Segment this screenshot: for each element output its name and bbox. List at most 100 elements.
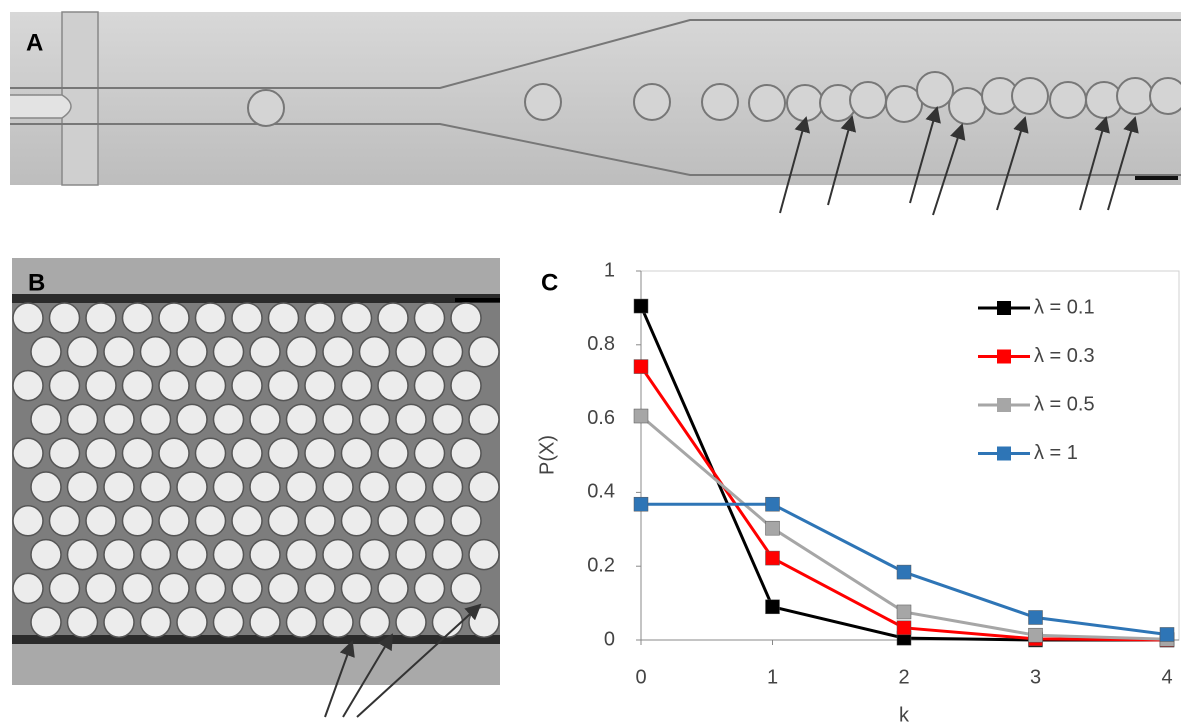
droplet [249, 538, 281, 571]
droplet [85, 302, 117, 334]
droplet [1011, 77, 1049, 115]
droplet [267, 302, 300, 334]
droplet [212, 403, 245, 436]
droplet [103, 471, 135, 503]
droplet [48, 302, 81, 334]
droplet [12, 437, 44, 469]
droplet [431, 538, 464, 571]
marker [1028, 627, 1043, 643]
droplet [12, 505, 44, 537]
droplet [30, 403, 62, 436]
arrows [324, 106, 1139, 718]
droplet [524, 83, 562, 121]
droplet [395, 538, 427, 571]
marker [1028, 610, 1043, 625]
droplet [413, 369, 446, 402]
droplet [249, 606, 281, 638]
marker [896, 564, 912, 580]
droplet [377, 505, 409, 537]
droplet [66, 538, 99, 571]
droplet [340, 572, 373, 605]
droplet [377, 302, 409, 334]
droplet [231, 369, 263, 402]
droplet [450, 505, 482, 537]
droplet [413, 505, 446, 537]
x-axis-label: k [899, 704, 910, 726]
droplet [377, 437, 409, 469]
droplet [121, 437, 154, 469]
x-tick-label: 0 [635, 666, 646, 688]
y-tick-label: 0.6 [587, 407, 615, 429]
droplet [340, 437, 373, 469]
legend-marker [997, 349, 1011, 364]
droplet [916, 71, 954, 109]
droplet [139, 403, 172, 436]
x-tick-label: 4 [1161, 666, 1172, 688]
droplets-b [12, 302, 500, 638]
droplet [158, 369, 190, 402]
marker [633, 359, 649, 374]
droplet [231, 437, 263, 469]
arrow [356, 603, 482, 718]
droplet [786, 84, 824, 122]
droplet [413, 302, 446, 334]
droplet [66, 403, 99, 436]
droplet [358, 538, 391, 571]
y-tick-label: 0.2 [587, 554, 615, 576]
droplet [468, 336, 500, 368]
arrow [827, 115, 857, 206]
plot-frame [640, 270, 1180, 641]
droplet [285, 538, 318, 571]
x-tick-label: 1 [767, 666, 778, 688]
droplet [285, 336, 318, 368]
droplet [139, 606, 172, 638]
droplet [85, 572, 117, 605]
droplet [158, 505, 190, 537]
legend-marker [997, 301, 1011, 315]
droplet [176, 403, 208, 436]
droplet [413, 437, 446, 469]
droplet [48, 369, 81, 402]
droplet [431, 336, 464, 368]
droplet [285, 403, 318, 436]
y-axis-label: P(X) [536, 435, 558, 475]
droplet [431, 606, 464, 638]
legend-label: λ = 0.3 [1034, 345, 1095, 367]
arrow [1079, 116, 1110, 211]
marker [896, 604, 912, 620]
y-tick-label: 1 [604, 259, 615, 281]
droplet [212, 336, 245, 368]
droplet [450, 369, 482, 402]
droplet [121, 369, 154, 402]
droplet [12, 572, 44, 605]
droplet [194, 505, 227, 537]
arrow [996, 116, 1029, 211]
droplet [48, 572, 81, 605]
droplet [267, 437, 300, 469]
droplet [633, 83, 671, 121]
droplet [450, 302, 482, 334]
droplet [231, 572, 263, 605]
droplet [176, 606, 208, 638]
droplet [377, 369, 409, 402]
arrow [909, 106, 941, 204]
marker [633, 408, 649, 424]
droplet [85, 369, 117, 402]
droplet [358, 471, 391, 503]
panel-label: B [28, 269, 45, 296]
marker [633, 298, 649, 314]
droplet [304, 302, 336, 334]
legend-label: λ = 0.1 [1034, 296, 1095, 318]
droplet [885, 85, 923, 123]
droplet [121, 302, 154, 334]
droplet [267, 505, 300, 537]
droplet [66, 336, 99, 368]
droplet [358, 403, 391, 436]
droplet [340, 302, 373, 334]
droplet [194, 572, 227, 605]
y-tick-label: 0.8 [587, 333, 615, 355]
droplet [322, 538, 354, 571]
arrow [324, 640, 355, 718]
droplet [431, 403, 464, 436]
